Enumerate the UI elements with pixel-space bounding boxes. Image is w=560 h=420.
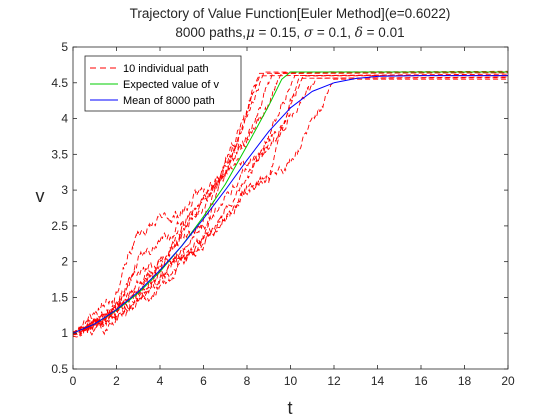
individual-path-line [73,76,508,334]
y-tick-label: 4.5 [51,76,68,90]
x-tick-label: 8 [244,374,251,388]
individual-path-line [73,70,508,334]
x-axis-label: t [287,398,292,418]
legend-label-mean: Mean of 8000 path [123,95,215,107]
mu-symbol: μ [246,25,255,41]
x-tick-label: 18 [458,374,472,388]
series-layer [73,70,508,338]
individual-path-line [73,72,508,336]
y-tick-label: 5 [61,40,68,54]
x-tick-label: 20 [501,374,515,388]
x-tick-label: 16 [414,374,428,388]
y-tick-label: 0.5 [51,362,68,376]
x-tick-label: 14 [371,374,385,388]
x-tick-label: 2 [113,374,120,388]
y-tick-label: 2 [61,255,68,269]
y-tick-label: 2.5 [51,219,68,233]
sigma-symbol: σ [304,25,314,41]
x-tick-label: 12 [327,374,341,388]
individual-path-line [73,75,508,338]
y-axis-ticks: 0.5 1 1.5 2 2.5 3 3.5 4 4.5 5 [51,40,508,376]
plot-area: 0 2 4 6 8 10 12 14 16 18 20 0.5 1 1.5 2 2.5 3 3.5 4 4.5 5 [51,40,515,388]
chart-title: Trajectory of Value Function[Euler Metho… [130,6,451,21]
subtitle-prefix: 8000 paths, [175,25,246,40]
individual-path-line [73,77,508,333]
individual-path-line [73,72,508,336]
legend-label-individual: 10 individual path [123,63,209,75]
legend-label-expected: Expected value of v [123,79,220,91]
delta-value: = 0.01 [363,25,405,40]
x-axis-ticks: 0 2 4 6 8 10 12 14 16 18 20 [70,47,515,388]
y-tick-label: 4 [61,112,68,126]
y-tick-label: 1.5 [51,290,68,304]
individual-path-line [73,73,508,336]
individual-path-line [73,71,508,334]
mean-path-line [73,75,508,334]
y-tick-label: 3 [61,183,68,197]
x-tick-label: 4 [157,374,164,388]
mu-value: = 0.15, [255,25,304,40]
x-tick-label: 0 [70,374,77,388]
expected-value-line [73,71,508,334]
y-axis-label: v [36,186,45,206]
sigma-value: = 0.1, [313,25,355,40]
chart-subtitle: 8000 paths,μ = 0.15, σ = 0.1, δ = 0.01 [175,25,404,41]
legend: 10 individual path Expected value of v M… [84,55,242,112]
y-tick-label: 1 [61,326,68,340]
x-tick-label: 6 [200,374,207,388]
x-tick-label: 10 [284,374,298,388]
delta-symbol: δ [355,25,363,41]
y-tick-label: 3.5 [51,147,68,161]
